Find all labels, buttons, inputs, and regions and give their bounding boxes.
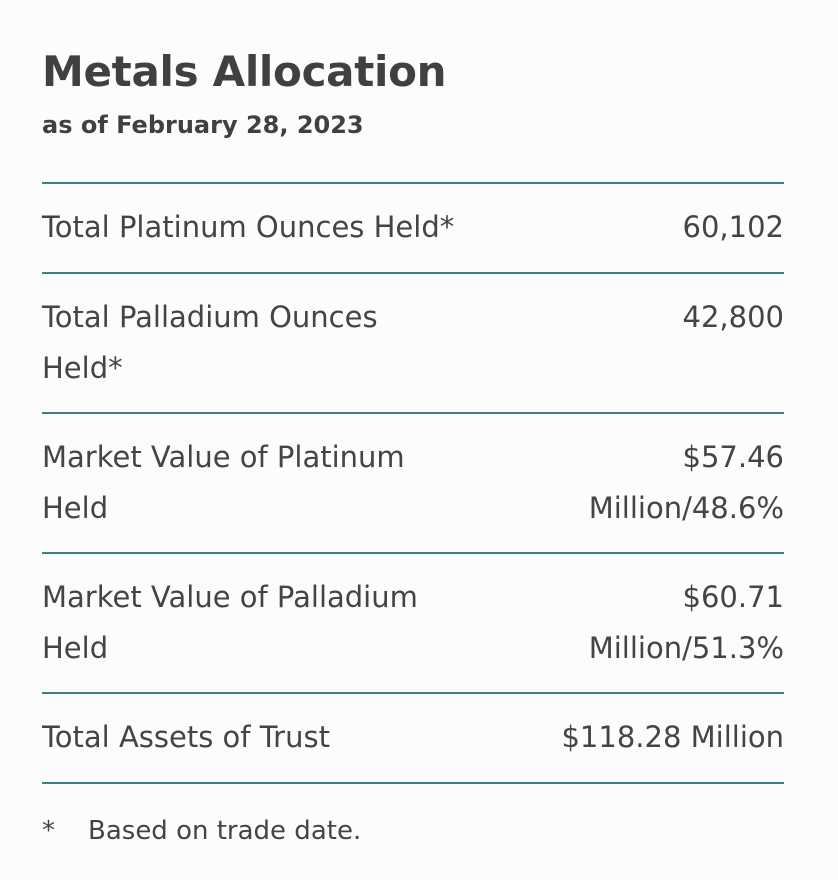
table-row-palladium-ounces: Total Palladium Ounces Held* 42,800 [42,274,784,414]
footnote-text: Based on trade date. [88,816,362,846]
row-label: Market Value of Platinum Held [42,440,405,525]
row-value: 60,102 [682,210,784,244]
row-value: 42,800 [682,300,784,334]
row-label: Total Assets of Trust [42,720,330,754]
row-label: Total Platinum Ounces Held* [42,210,455,244]
row-label: Market Value of Palladium Held [42,580,418,665]
allocation-table: Total Platinum Ounces Held* 60,102 Total… [42,182,784,784]
table-row-palladium-market-value: Market Value of Palladium Held $60.71 Mi… [42,554,784,694]
footnote: * Based on trade date. [42,814,784,848]
table-row-platinum-ounces: Total Platinum Ounces Held* 60,102 [42,184,784,274]
row-value: $60.71 Million/51.3% [588,580,784,665]
page-title: Metals Allocation [42,47,447,96]
footnote-asterisk: * [42,816,55,846]
table-row-total-assets: Total Assets of Trust $118.28 Million [42,694,784,784]
row-label: Total Palladium Ounces Held* [42,300,378,385]
row-value: $118.28 Million [561,720,784,754]
table-row-platinum-market-value: Market Value of Platinum Held $57.46 Mil… [42,414,784,554]
row-value: $57.46 Million/48.6% [588,440,784,525]
as-of-date: as of February 28, 2023 [42,111,364,139]
